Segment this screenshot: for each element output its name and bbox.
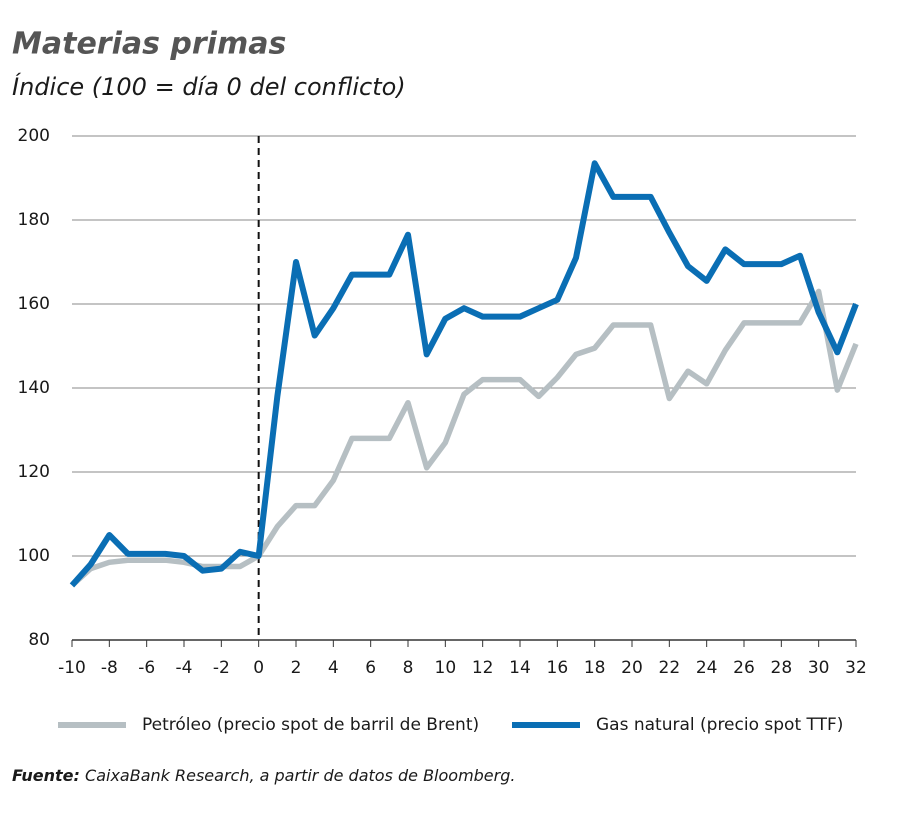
x-tick-label: 6	[365, 658, 376, 678]
x-tick-label: -6	[138, 658, 155, 678]
x-tick-label: -4	[176, 658, 193, 678]
x-tick-label: 20	[621, 658, 643, 678]
x-tick-label: 30	[808, 658, 830, 678]
x-tick-label: 4	[328, 658, 339, 678]
legend-label: Petróleo (precio spot de barril de Brent…	[142, 715, 479, 735]
x-tick-label: 26	[733, 658, 755, 678]
y-tick-label: 100	[18, 546, 50, 566]
source-label: Fuente:	[12, 766, 80, 785]
y-tick-label: 160	[18, 294, 50, 314]
series-line	[69, 160, 859, 588]
y-tick-label: 180	[18, 210, 50, 230]
source-text: CaixaBank Research, a partir de datos de…	[85, 766, 515, 785]
chart-title: Materias primas	[12, 27, 286, 62]
x-tick-label: 0	[253, 658, 264, 678]
chart-subtitle: Índice (100 = día 0 del conflicto)	[12, 72, 406, 101]
x-tick-label: -8	[101, 658, 118, 678]
x-tick-label: -10	[58, 658, 86, 678]
x-tick-label: 14	[509, 658, 531, 678]
source: Fuente: CaixaBank Research, a partir de …	[12, 766, 515, 785]
x-tick-label: 12	[472, 658, 494, 678]
x-tick-label: 24	[696, 658, 718, 678]
x-tick-label: 8	[403, 658, 414, 678]
x-tick-label: 22	[659, 658, 681, 678]
y-tick-label: 120	[18, 462, 50, 482]
x-tick-label: 28	[771, 658, 793, 678]
y-tick-label: 140	[18, 378, 50, 398]
x-tick-label: 18	[584, 658, 606, 678]
legend-label: Gas natural (precio spot TTF)	[596, 715, 843, 735]
series-line	[70, 288, 859, 588]
x-tick-label: -2	[213, 658, 230, 678]
y-tick-label: 200	[18, 126, 50, 146]
x-tick-label: 2	[291, 658, 302, 678]
x-tick-label: 16	[547, 658, 569, 678]
x-tick-label: 10	[435, 658, 457, 678]
y-tick-label: 80	[28, 630, 50, 650]
x-tick-label: 32	[845, 658, 867, 678]
